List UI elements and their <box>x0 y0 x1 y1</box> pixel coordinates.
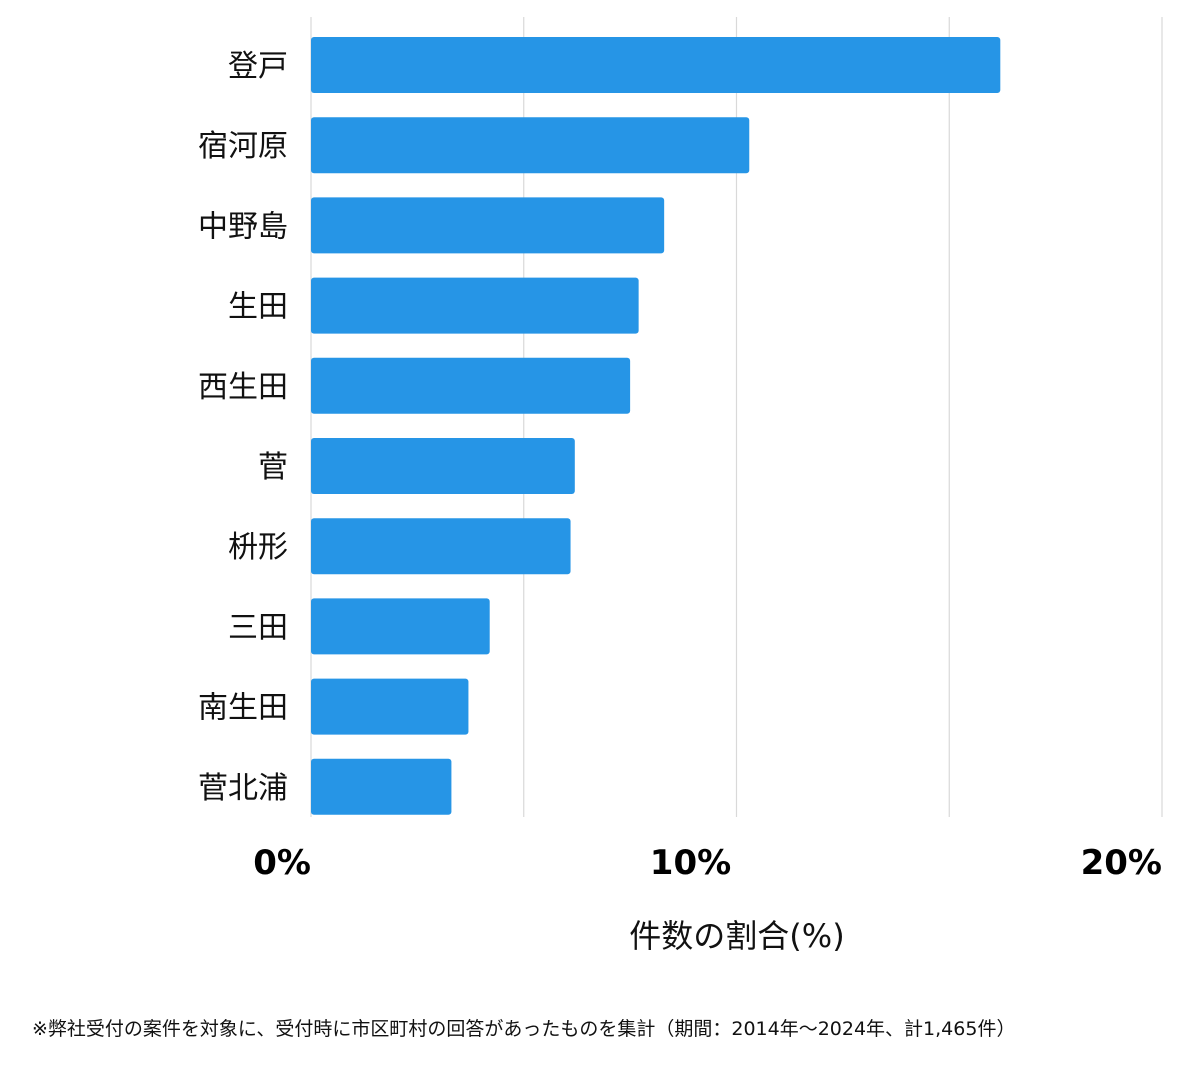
category-label: 宿河原 <box>198 129 288 164</box>
footnote: ※弊社受付の案件を対象に、受付時に市区町村の回答があったものを集計（期間：201… <box>32 1018 1016 1040</box>
category-label: 中野島 <box>198 209 288 244</box>
category-label: 菅 <box>258 450 288 485</box>
x-tick-label: 20% <box>1081 843 1162 883</box>
bar <box>311 518 571 575</box>
bar <box>311 277 639 334</box>
category-label: 西生田 <box>198 370 288 405</box>
category-label: 菅北浦 <box>198 771 288 806</box>
bars <box>311 37 1001 815</box>
category-label: 登戸 <box>228 49 288 84</box>
x-axis-title: 件数の割合(%) <box>629 917 844 955</box>
bar <box>311 357 631 414</box>
bar <box>311 758 452 815</box>
category-label: 枡形 <box>228 530 288 565</box>
bar <box>311 438 575 494</box>
bar <box>311 117 750 174</box>
x-tick-label: 10% <box>650 843 731 883</box>
category-label: 南生田 <box>198 691 288 726</box>
x-tick-label: 0% <box>253 843 311 883</box>
category-label: 生田 <box>228 290 288 325</box>
bar <box>311 197 665 254</box>
category-label: 三田 <box>228 610 288 645</box>
x-tick-labels: 0% 10% 20% <box>253 843 1162 883</box>
bar <box>311 678 469 735</box>
bar <box>311 598 490 655</box>
bar <box>311 37 1001 93</box>
